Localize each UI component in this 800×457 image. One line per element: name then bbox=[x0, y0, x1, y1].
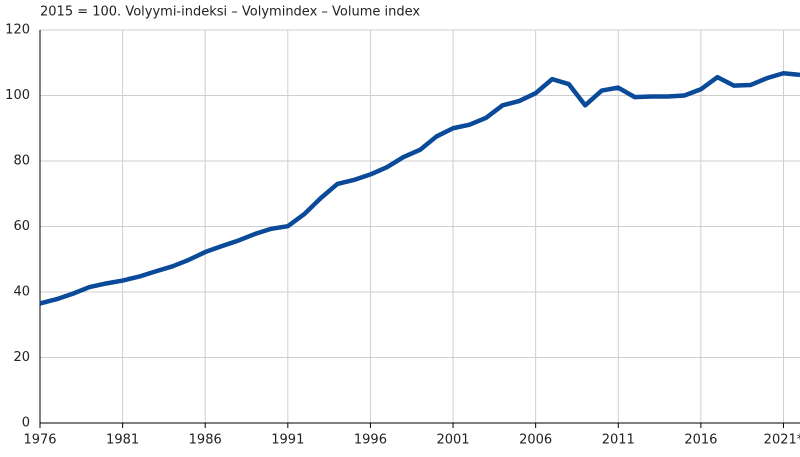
x-tick-label: 2006 bbox=[519, 433, 552, 448]
x-tick-label: 1976 bbox=[23, 433, 56, 448]
y-tick-label: 80 bbox=[13, 154, 30, 169]
y-tick-label: 20 bbox=[13, 350, 30, 365]
data-line bbox=[39, 70, 800, 306]
chart-title: 2015 = 100. Volyymi-indeksi – Volymindex… bbox=[40, 5, 420, 20]
y-tick-label: 120 bbox=[5, 23, 30, 38]
x-tick-label: 2001 bbox=[436, 433, 469, 448]
y-tick-label: 40 bbox=[13, 285, 30, 300]
y-tick-label: 100 bbox=[5, 88, 30, 103]
x-tick-label: 2016 bbox=[684, 433, 717, 448]
x-tick-label: 2021* bbox=[764, 433, 800, 448]
x-tick-label: 2011 bbox=[602, 433, 635, 448]
x-tick-label: 1996 bbox=[354, 433, 387, 448]
x-tick-label: 1981 bbox=[106, 433, 139, 448]
y-tick-label: 60 bbox=[13, 219, 30, 234]
x-tick-label: 1991 bbox=[271, 433, 304, 448]
y-tick-label: 0 bbox=[22, 416, 30, 431]
x-tick-label: 1986 bbox=[189, 433, 222, 448]
